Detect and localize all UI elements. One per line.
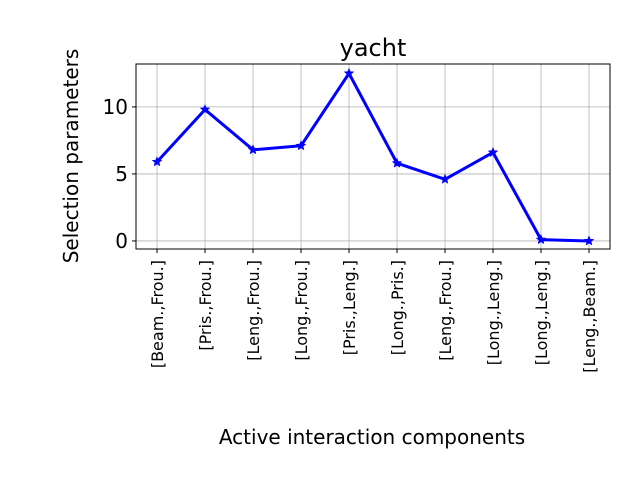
grid <box>136 64 610 249</box>
data-point-marker <box>151 156 163 167</box>
data-point-marker <box>343 67 355 78</box>
data-point-marker <box>439 173 451 184</box>
x-tick-label: [Long.,Frou.] <box>292 260 311 361</box>
x-ticks: [Beam.,Frou.] [Pris.,Frou.] [Leng.,Frou.] [… <box>148 249 599 373</box>
data-point-marker <box>247 144 259 155</box>
x-tick-label: [Long.,Leng.] <box>532 260 551 365</box>
x-tick-label: [Beam.,Frou.] <box>148 260 167 368</box>
series-layer <box>151 67 595 246</box>
x-tick-label: [Leng.,Beam.] <box>580 260 599 373</box>
x-tick-label: [Long.,Leng.] <box>484 260 503 365</box>
y-tick-label: 5 <box>115 162 128 186</box>
series-line <box>155 71 590 243</box>
y-tick-label: 10 <box>103 95 128 119</box>
x-tick-label: [Pris.,Leng.] <box>340 260 359 355</box>
y-ticks: 0 5 10 <box>103 95 136 253</box>
data-point-marker <box>487 146 499 158</box>
y-axis-label: Selection parameters <box>59 49 83 264</box>
data-point-marker <box>295 140 307 151</box>
x-tick-label: [Leng.,Frou.] <box>244 260 263 361</box>
y-tick-label: 0 <box>115 229 128 253</box>
x-tick-label: [Pris.,Frou.] <box>196 260 215 351</box>
data-point-marker <box>391 157 403 168</box>
data-point-marker <box>583 235 595 246</box>
chart-title: yacht <box>340 34 407 62</box>
plot-frame <box>135 63 611 250</box>
x-axis-label: Active interaction components <box>219 425 525 449</box>
data-point-marker <box>535 233 547 245</box>
data-point-marker <box>199 103 211 115</box>
x-tick-label: [Leng.,Frou.] <box>436 260 455 361</box>
x-tick-label: [Long.,Pris.] <box>388 260 407 355</box>
